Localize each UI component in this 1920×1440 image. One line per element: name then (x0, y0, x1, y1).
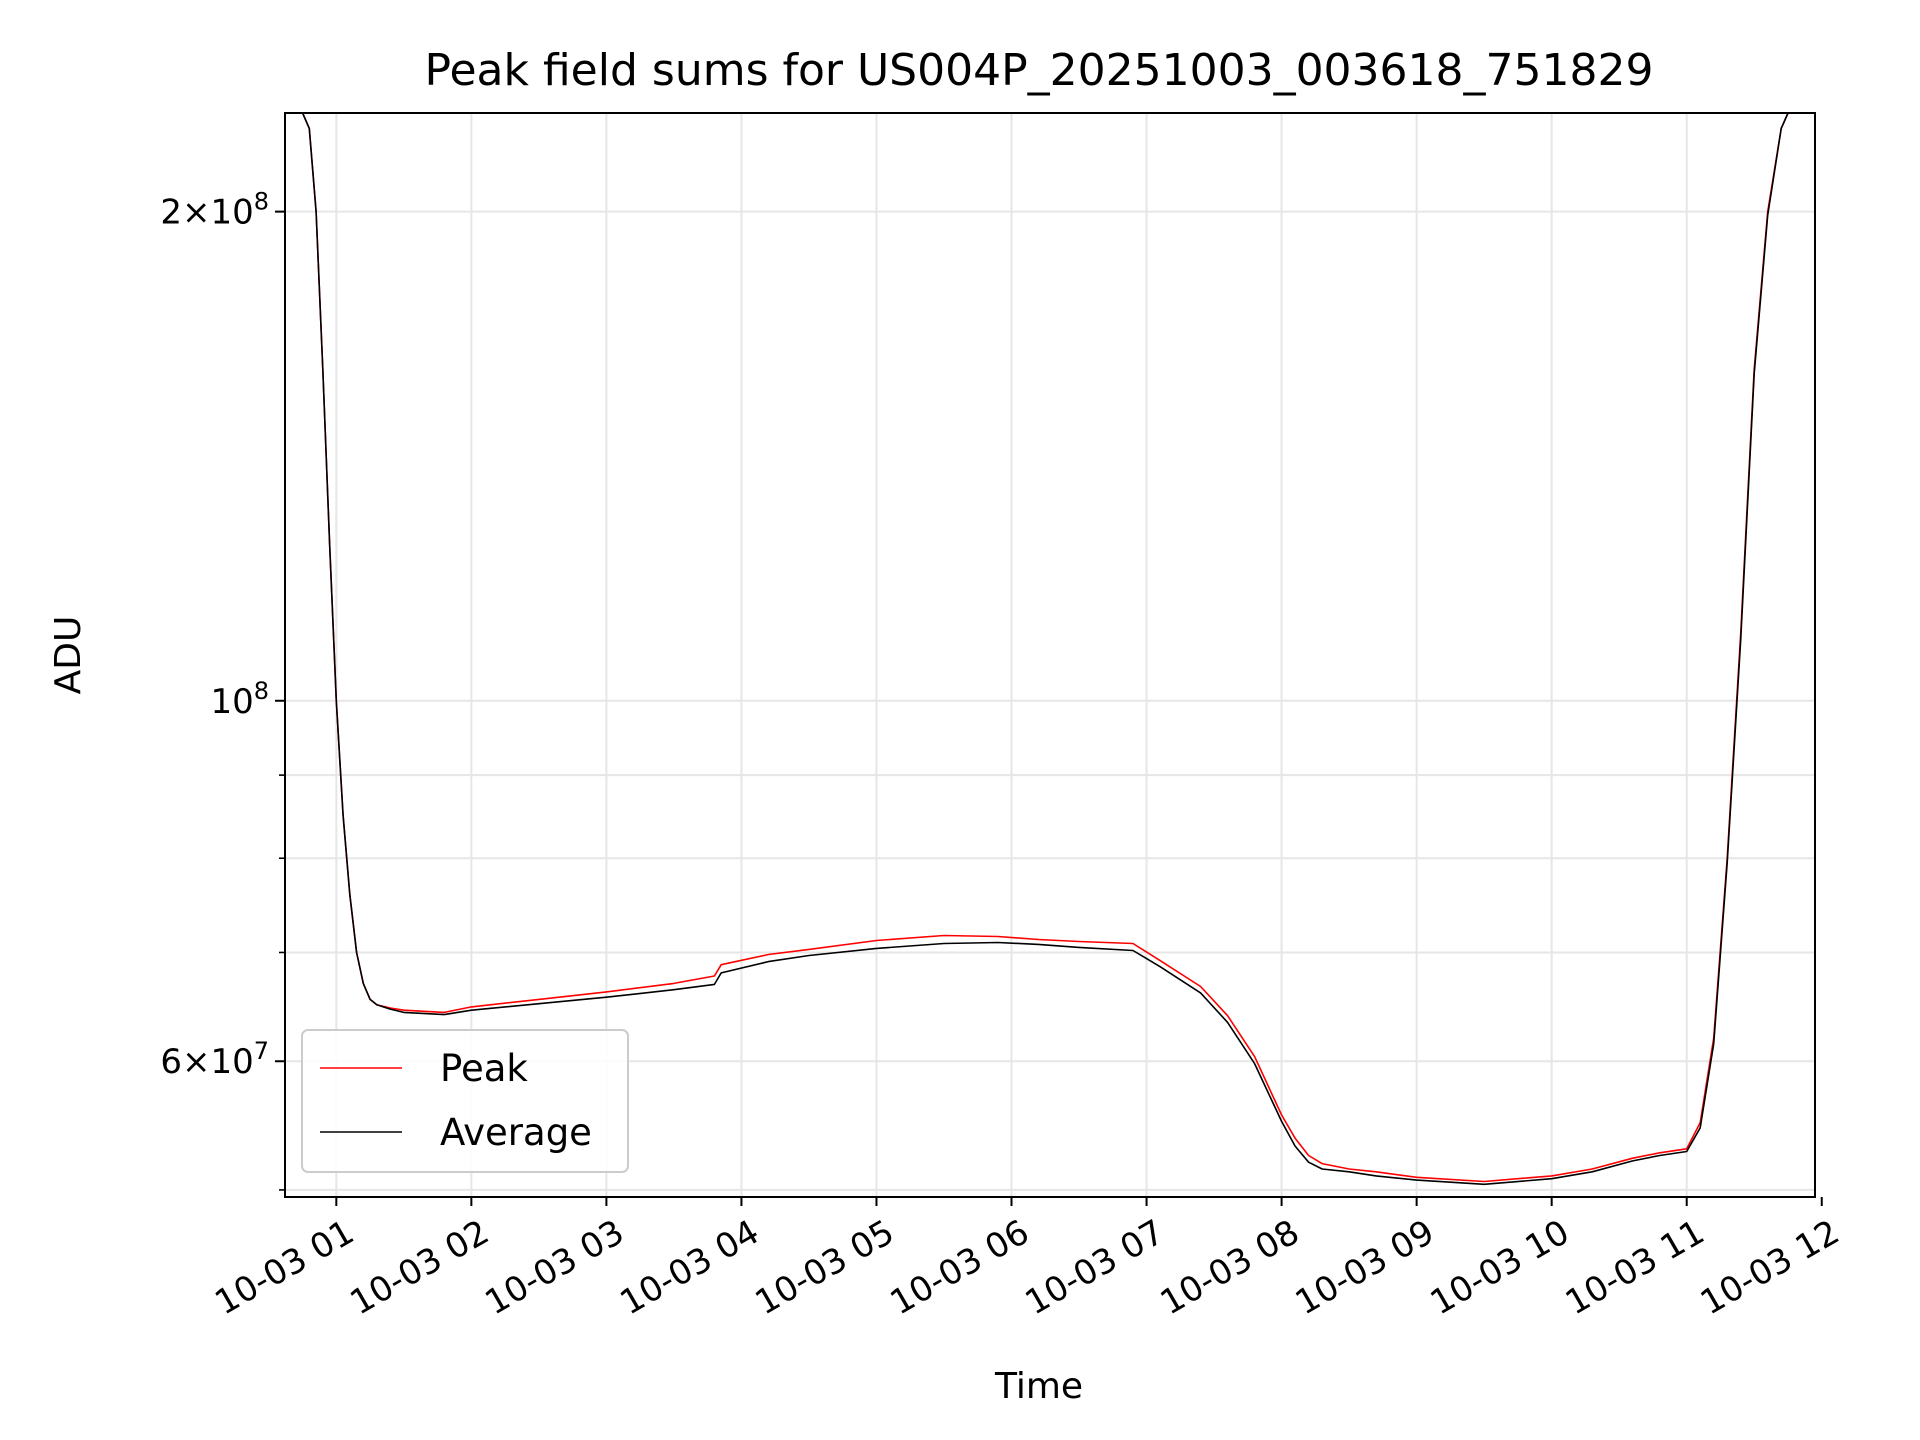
y-tick-label: 2×108 (160, 188, 269, 233)
legend-peak-label: Peak (440, 1047, 528, 1090)
y-axis-label: ADU (48, 616, 89, 695)
plot-frame (284, 112, 1816, 1198)
series-line-average (285, 113, 1815, 1186)
legend: Peak Average (301, 1029, 629, 1173)
chart-title: Peak field sums for US004P_20251003_0036… (425, 45, 1654, 96)
y-tick-label: 6×107 (160, 1037, 269, 1082)
grid-lines (285, 113, 1815, 1197)
legend-box (301, 1029, 629, 1173)
y-tick-label: 108 (210, 677, 269, 722)
legend-average-label: Average (440, 1111, 592, 1154)
series-lines (285, 113, 1815, 1186)
x-axis-label: Time (994, 1366, 1083, 1407)
